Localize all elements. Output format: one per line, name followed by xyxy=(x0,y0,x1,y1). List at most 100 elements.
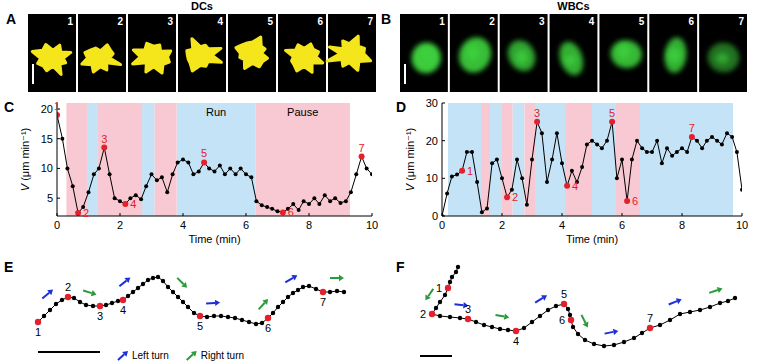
frame-background xyxy=(599,14,647,92)
data-point xyxy=(370,172,372,176)
arrow-head xyxy=(91,290,97,296)
frame: 5 xyxy=(599,14,647,92)
point-label: 4 xyxy=(130,198,136,210)
data-point xyxy=(645,150,649,154)
y-axis-label-rest: (μm min⁻¹) xyxy=(19,128,31,184)
point-label: 5 xyxy=(197,320,203,332)
data-point xyxy=(735,150,739,154)
arrow-shaft xyxy=(428,289,433,296)
data-point xyxy=(655,139,659,143)
data-point xyxy=(270,207,274,211)
data-point xyxy=(442,214,444,216)
highlight-point xyxy=(689,134,695,140)
data-point xyxy=(595,142,599,146)
frame-number: 6 xyxy=(317,16,323,27)
data-point xyxy=(139,197,143,201)
point-label: 3 xyxy=(465,303,471,315)
highlight-point xyxy=(65,294,71,300)
track-point xyxy=(538,314,542,318)
track-point xyxy=(233,316,237,320)
data-point xyxy=(276,209,280,213)
turn-arrow xyxy=(42,290,53,299)
arrow-shaft xyxy=(259,303,265,310)
track-point xyxy=(276,305,280,309)
point-label: 6 xyxy=(559,314,565,326)
track-point xyxy=(131,290,135,294)
track-point xyxy=(602,344,606,348)
data-point xyxy=(670,154,674,158)
data-point xyxy=(339,201,343,205)
y-tick xyxy=(57,198,60,199)
x-tick-label: 6 xyxy=(619,219,625,231)
speed-line xyxy=(57,115,372,213)
data-point xyxy=(475,180,479,184)
x-tick xyxy=(562,213,563,216)
highlight-point xyxy=(201,159,207,165)
data-point xyxy=(465,150,469,154)
arrow-head xyxy=(541,295,547,300)
data-point xyxy=(500,176,504,180)
track-point xyxy=(571,325,575,329)
phase-band xyxy=(616,103,640,216)
frame: 3 xyxy=(500,14,548,92)
x-tick-label: 8 xyxy=(306,219,312,231)
data-point xyxy=(150,172,154,176)
x-tick-label: 4 xyxy=(559,219,565,231)
point-label: 5 xyxy=(561,288,567,300)
x-tick xyxy=(246,213,247,216)
arrow-head xyxy=(262,299,268,305)
track-point xyxy=(254,322,258,326)
phase-name: Run xyxy=(206,106,226,118)
scale-bar xyxy=(38,351,100,353)
data-point xyxy=(445,191,449,195)
arrow-shaft xyxy=(83,291,92,294)
y-tick-label: 5 xyxy=(47,192,53,204)
track-point xyxy=(141,282,145,286)
data-point xyxy=(307,202,311,206)
track-point xyxy=(568,313,572,317)
x-tick xyxy=(502,213,503,216)
point-label: 6 xyxy=(632,195,638,207)
scale-bar xyxy=(404,64,406,84)
data-point xyxy=(635,139,639,143)
data-point xyxy=(160,175,164,179)
track-point xyxy=(104,303,108,307)
track-point xyxy=(576,332,580,336)
arrow-shaft xyxy=(330,277,339,279)
point-label: 5 xyxy=(201,147,207,159)
scale-bar xyxy=(420,355,452,357)
x-tick-label: 0 xyxy=(54,219,60,231)
data-point xyxy=(590,139,594,143)
highlight-point xyxy=(504,194,510,200)
frame: 4 xyxy=(550,14,598,92)
data-point xyxy=(555,131,559,135)
track-point xyxy=(726,299,730,303)
turn-arrow xyxy=(83,290,96,296)
legend-label: Right turn xyxy=(201,350,244,361)
data-point xyxy=(680,146,684,150)
data-point xyxy=(323,193,327,197)
point-label: 1 xyxy=(467,165,473,177)
turn-arrow xyxy=(535,295,547,302)
data-point xyxy=(570,169,574,173)
track-point xyxy=(456,265,460,269)
turn-arrow xyxy=(496,313,510,319)
data-point xyxy=(118,199,122,203)
highlight-point xyxy=(101,145,107,151)
data-point xyxy=(605,139,609,143)
track-point xyxy=(171,290,175,294)
track-point xyxy=(291,291,295,295)
track-point xyxy=(454,270,458,274)
data-point xyxy=(218,163,222,167)
data-point xyxy=(455,173,459,177)
track-point xyxy=(205,315,209,319)
data-point xyxy=(665,146,669,150)
x-tick-label: 8 xyxy=(679,219,685,231)
highlight-point xyxy=(280,209,286,215)
frame-number: 7 xyxy=(367,16,373,27)
data-point xyxy=(349,190,353,194)
data-point xyxy=(630,158,634,162)
track-point xyxy=(490,325,494,329)
frame-number: 4 xyxy=(217,16,223,27)
phase-band xyxy=(513,103,525,216)
